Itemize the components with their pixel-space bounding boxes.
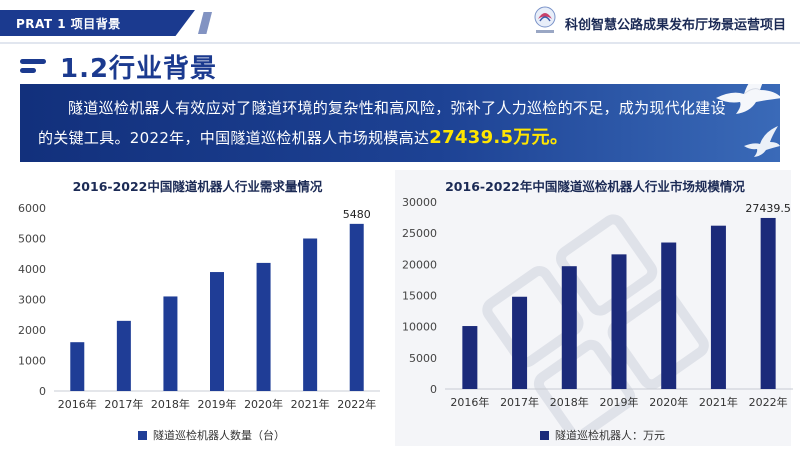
section-tag-stripe	[198, 12, 212, 34]
demand-x-tick-label: 2017年	[104, 397, 143, 411]
market-y-tick-label: 20000	[402, 258, 437, 271]
intro-text: 隧道巡检机器人有效应对了隧道环境的复杂性和高风险，弥补了人力巡检的不足，成为现代…	[38, 94, 738, 153]
demand-x-tick-label: 2016年	[58, 397, 97, 411]
demand-x-tick-label: 2021年	[291, 397, 330, 411]
demand-x-tick-label: 2020年	[244, 397, 283, 411]
demand-bar	[70, 342, 85, 391]
market-bar	[661, 242, 677, 389]
demand-bar-chart: 0 1000 2000 3000 4000 5000 6000 2016年 2017年 2018年…	[18, 202, 380, 411]
demand-x-tick-label: 2018年	[151, 397, 190, 411]
company-logo	[534, 6, 556, 33]
demand-x-tick-label: 2022年	[337, 397, 376, 411]
market-bar	[760, 217, 776, 389]
left-chart-title: 2016-2022中国隧道机器人行业需求量情况	[72, 179, 323, 194]
left-legend-label: 隧道巡检机器人数量（台）	[153, 429, 285, 442]
market-size-highlight: 27439.5万元。	[429, 127, 569, 148]
market-x-tick-label: 2020年	[649, 395, 688, 409]
intro-body: 隧道巡检机器人有效应对了隧道环境的复杂性和高风险，弥补了人力巡检的不足，成为现代…	[38, 99, 726, 147]
project-title: 科创智慧公路成果发布厅场景运营项目	[564, 18, 786, 33]
market-y-tick-label: 15000	[402, 290, 437, 303]
market-y-tick-label: 30000	[402, 196, 437, 209]
market-x-tick-label: 2017年	[500, 395, 539, 409]
left-legend-swatch	[138, 430, 147, 440]
right-legend-label: 隧道巡检机器人：万元	[555, 429, 665, 442]
demand-y-tick-label: 4000	[18, 263, 46, 276]
market-y-tick-label: 10000	[402, 321, 437, 334]
section-heading: 1.2行业背景	[60, 54, 218, 84]
market-bar	[611, 254, 627, 389]
demand-y-tick-label: 5000	[18, 233, 46, 246]
right-chart-title: 2016-2022年中国隧道巡检机器人行业市场规模情况	[445, 179, 745, 194]
market-bar	[561, 266, 577, 389]
demand-x-tick-label: 2019年	[198, 397, 237, 411]
demand-y-tick-label: 0	[39, 385, 46, 398]
market-x-tick-label: 2021年	[699, 395, 738, 409]
demand-bar	[256, 262, 271, 391]
left-legend: 隧道巡检机器人数量（台）	[138, 427, 285, 443]
market-x-tick-label: 2018年	[550, 395, 589, 409]
intro-banner: 隧道巡检机器人有效应对了隧道环境的复杂性和高风险，弥补了人力巡检的不足，成为现代…	[20, 62, 782, 162]
demand-bar	[116, 320, 131, 391]
section-tag-label: PRAT 1 项目背景	[16, 17, 121, 31]
demand-y-tick-label: 1000	[18, 355, 46, 368]
market-y-tick-label: 0	[430, 383, 437, 396]
market-bar	[512, 296, 528, 389]
market-x-tick-label: 2022年	[749, 395, 788, 409]
market-x-tick-label: 2016年	[450, 395, 489, 409]
market-bar	[462, 326, 478, 389]
header-divider	[0, 42, 800, 44]
demand-bar	[349, 223, 364, 391]
demand-y-tick-label: 2000	[18, 324, 46, 337]
dove-small-icon	[744, 126, 780, 157]
market-x-tick-label: 2019年	[600, 395, 639, 409]
heading-bars-icon	[20, 59, 46, 73]
demand-y-tick-label: 6000	[18, 202, 46, 215]
market-size-bar-chart: 0 5000 10000 15000 20000 25000 30000 2016年 2017年…	[402, 196, 793, 409]
section-tag: PRAT 1 项目背景	[0, 10, 195, 36]
right-legend: 隧道巡检机器人：万元	[540, 427, 665, 443]
demand-bar	[163, 296, 178, 391]
market-y-tick-label: 25000	[402, 227, 437, 240]
demand-bar	[210, 272, 224, 391]
market-y-tick-label: 5000	[409, 352, 437, 365]
demand-y-tick-label: 3000	[18, 294, 46, 307]
top-bar: PRAT 1 项目背景 科创智慧公路成果发布厅场景运营项目	[0, 0, 800, 42]
market-data-label: 27439.5	[745, 202, 791, 215]
demand-bar	[303, 238, 318, 391]
right-legend-swatch	[540, 430, 549, 440]
demand-data-label: 5480	[343, 208, 371, 221]
dove-icon	[716, 62, 782, 114]
market-bar	[710, 225, 726, 389]
